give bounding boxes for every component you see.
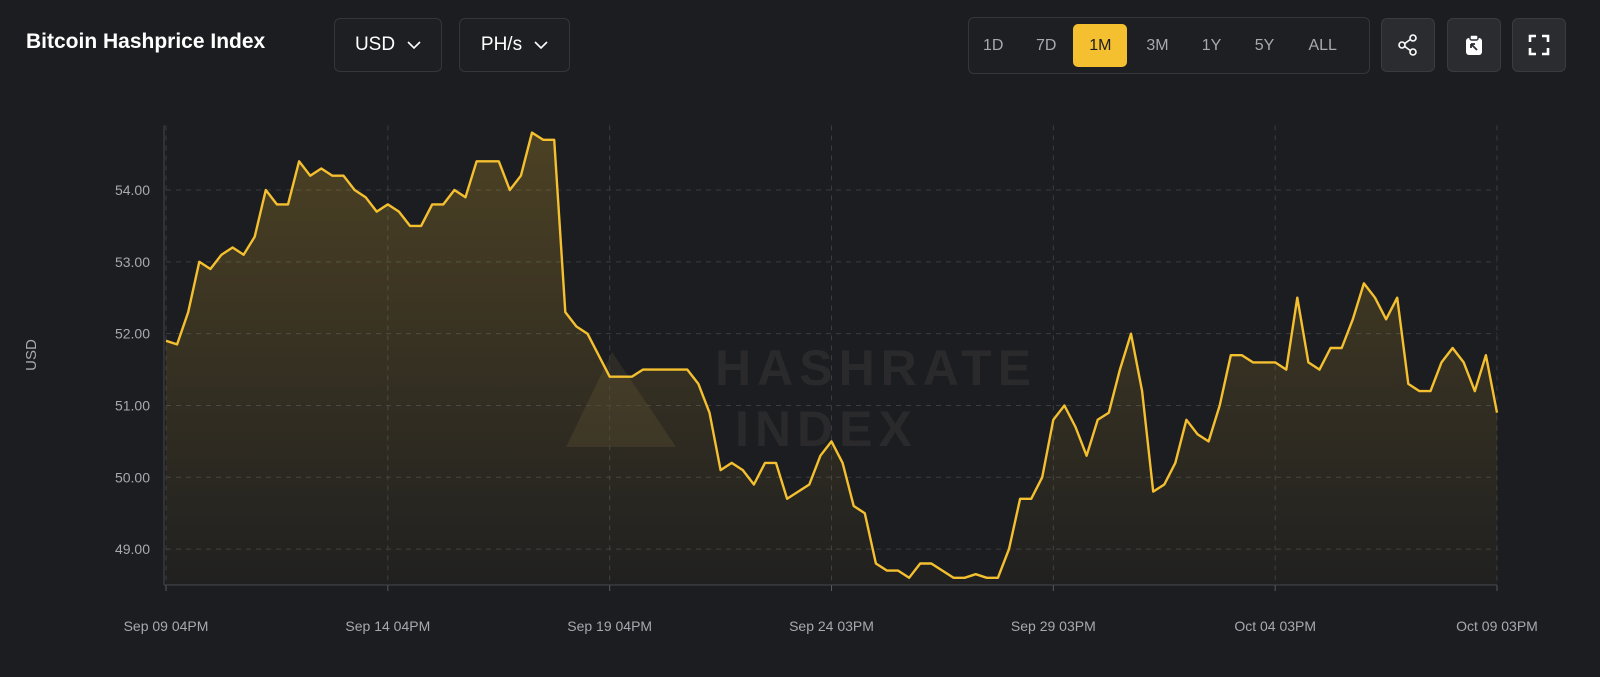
chevron xyxy=(534,40,548,49)
y-axis-label: USD xyxy=(23,339,40,371)
y-tick-label: 52.00 xyxy=(115,326,150,342)
clipboard-icon xyxy=(1466,34,1482,55)
unit-value: PH/s xyxy=(480,34,523,55)
y-tick-label: 51.00 xyxy=(115,397,150,413)
fullscreen-icon xyxy=(1528,34,1550,56)
range-button[interactable]: 1M xyxy=(1073,24,1128,67)
x-tick-label: Sep 29 03PM xyxy=(1011,618,1096,634)
range-button[interactable]: 5Y xyxy=(1254,37,1275,54)
line xyxy=(165,131,1499,579)
y-tick-label: 53.00 xyxy=(115,254,150,270)
page-title: Bitcoin Hashprice Index xyxy=(26,30,266,53)
x-tick-label: Oct 04 03PM xyxy=(1234,618,1316,634)
range-selector: 1D 7D 1M 3M 1Y 5Y ALL xyxy=(968,17,1370,74)
watermark-logo xyxy=(566,352,676,447)
x-tick-label: Sep 14 04PM xyxy=(345,618,430,634)
fullscreen-button[interactable] xyxy=(1512,18,1566,72)
x-tick-label: Sep 24 03PM xyxy=(789,618,874,634)
watermark-text: INDEX xyxy=(735,401,918,457)
range-button[interactable]: ALL xyxy=(1308,37,1337,54)
area xyxy=(166,132,1497,585)
watermark-text: HASHRATE xyxy=(715,340,1037,396)
y-tick-label: 54.00 xyxy=(115,182,150,198)
chevron xyxy=(407,40,421,49)
y-tick-label: 50.00 xyxy=(115,469,150,485)
x-tick-label: Oct 09 03PM xyxy=(1456,618,1538,634)
unit-dropdown[interactable]: PH/s xyxy=(459,18,570,72)
share-button[interactable] xyxy=(1381,18,1435,72)
currency-value: USD xyxy=(354,34,396,55)
range-button[interactable]: 1D xyxy=(983,37,1004,54)
clipboard-button[interactable] xyxy=(1447,18,1501,72)
range-button[interactable]: 7D xyxy=(1036,37,1057,54)
share-icon xyxy=(1398,34,1417,56)
range-button[interactable]: 1Y xyxy=(1201,37,1222,54)
range-button[interactable]: 3M xyxy=(1146,37,1169,54)
y-tick-label: 49.00 xyxy=(115,541,150,557)
currency-dropdown[interactable]: USD xyxy=(334,18,442,72)
x-tick-label: Sep 09 04PM xyxy=(124,618,209,634)
x-tick-label: Sep 19 04PM xyxy=(567,618,652,634)
